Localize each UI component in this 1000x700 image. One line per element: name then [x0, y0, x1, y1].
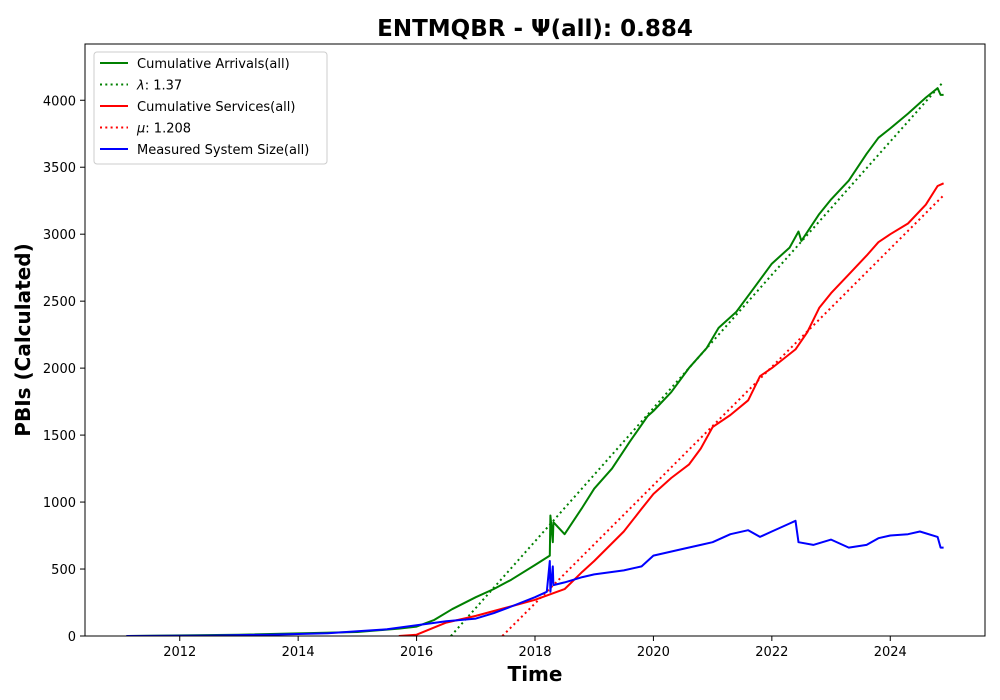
legend-label-2: Cumulative Services(all): [137, 100, 295, 115]
x-tick-label: 2018: [518, 645, 551, 660]
series-line-0: [126, 87, 944, 636]
y-tick-label: 4000: [43, 94, 76, 109]
legend: Cumulative Arrivals(all) λ: 1.37 Cumulativ…: [93, 51, 328, 165]
y-tick-label: 2000: [43, 362, 76, 377]
x-tick-label: 2022: [755, 645, 788, 660]
x-tick-label: 2014: [282, 645, 315, 660]
y-tick-label: 3500: [43, 161, 76, 176]
y-tick-label: 500: [51, 563, 76, 578]
y-axis-title: PBIs (Calculated): [11, 243, 35, 436]
y-tick-label: 0: [68, 630, 76, 645]
y-axis: 0 500 1000 1500 2000 2500 3000 3500 4000: [43, 94, 85, 645]
y-tick-label: 3000: [43, 228, 76, 243]
plot-lines: [126, 80, 945, 636]
x-tick-label: 2020: [637, 645, 670, 660]
legend-label-3: μ: 1.208: [136, 122, 191, 137]
series-line-4: [126, 519, 944, 636]
y-tick-label: 1000: [43, 496, 76, 511]
legend-box: [93, 51, 328, 165]
series-line-3: [501, 194, 945, 636]
x-tick-label: 2016: [400, 645, 433, 660]
x-axis: 2012 2014 2016 2018 2020 2022 2024: [163, 636, 907, 660]
legend-label-0: Cumulative Arrivals(all): [137, 57, 290, 72]
legend-label-1: λ: 1.37: [136, 79, 182, 94]
legend-label-4: Measured System Size(all): [137, 143, 309, 158]
series-line-1: [450, 80, 945, 636]
y-tick-label: 2500: [43, 295, 76, 310]
x-tick-label: 2012: [163, 645, 196, 660]
x-tick-label: 2024: [874, 645, 907, 660]
y-tick-label: 1500: [43, 429, 76, 444]
x-axis-title: Time: [508, 662, 563, 686]
chart-title: ENTMQBR - Ψ(all): 0.884: [377, 16, 693, 42]
